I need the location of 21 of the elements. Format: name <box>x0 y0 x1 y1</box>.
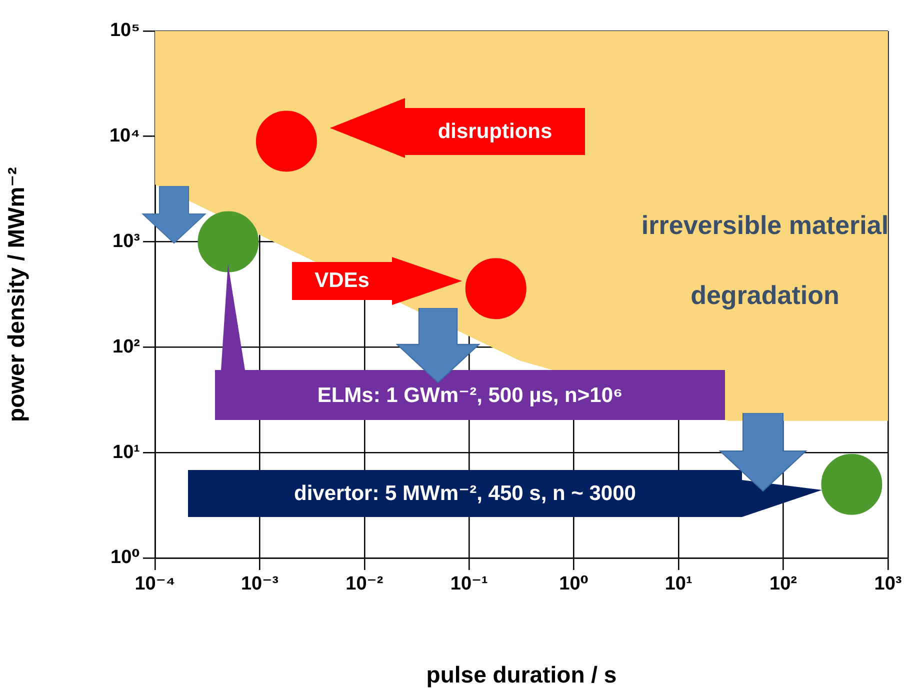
annotation: divertor: 5 MWm⁻², 450 s, n ~ 3000 <box>293 481 637 507</box>
x-tick-label: 10³ <box>874 574 902 595</box>
x-axis-title: pulse duration / s <box>426 662 617 688</box>
x-tick-label: 10⁻³ <box>240 574 278 595</box>
y-tick-label: 10¹ <box>112 442 140 463</box>
y-tick-label: 10³ <box>112 231 140 252</box>
x-tick-label: 10⁰ <box>559 574 589 595</box>
annotation: disruptions <box>436 118 554 144</box>
y-axis-title: power density / MWm⁻² <box>3 166 30 422</box>
text: irreversible material degradation <box>641 210 889 310</box>
x-tick-label: 10⁻⁴ <box>134 574 176 595</box>
y-tick-label: 10⁰ <box>110 547 140 568</box>
y-tick-label: 10⁵ <box>110 20 140 42</box>
annotation: VDEs <box>314 268 370 294</box>
x-tick-label: 10¹ <box>664 574 692 595</box>
annotation: ELMs: 1 GWm⁻², 500 µs, n>10⁶ <box>316 382 624 408</box>
y-tick-label: 10⁴ <box>109 126 140 147</box>
x-tick-label: 10⁻¹ <box>450 574 488 595</box>
x-tick-label: 10⁻² <box>346 574 384 595</box>
x-tick-label: 10² <box>770 574 798 595</box>
y-tick-label: 10² <box>112 336 140 358</box>
